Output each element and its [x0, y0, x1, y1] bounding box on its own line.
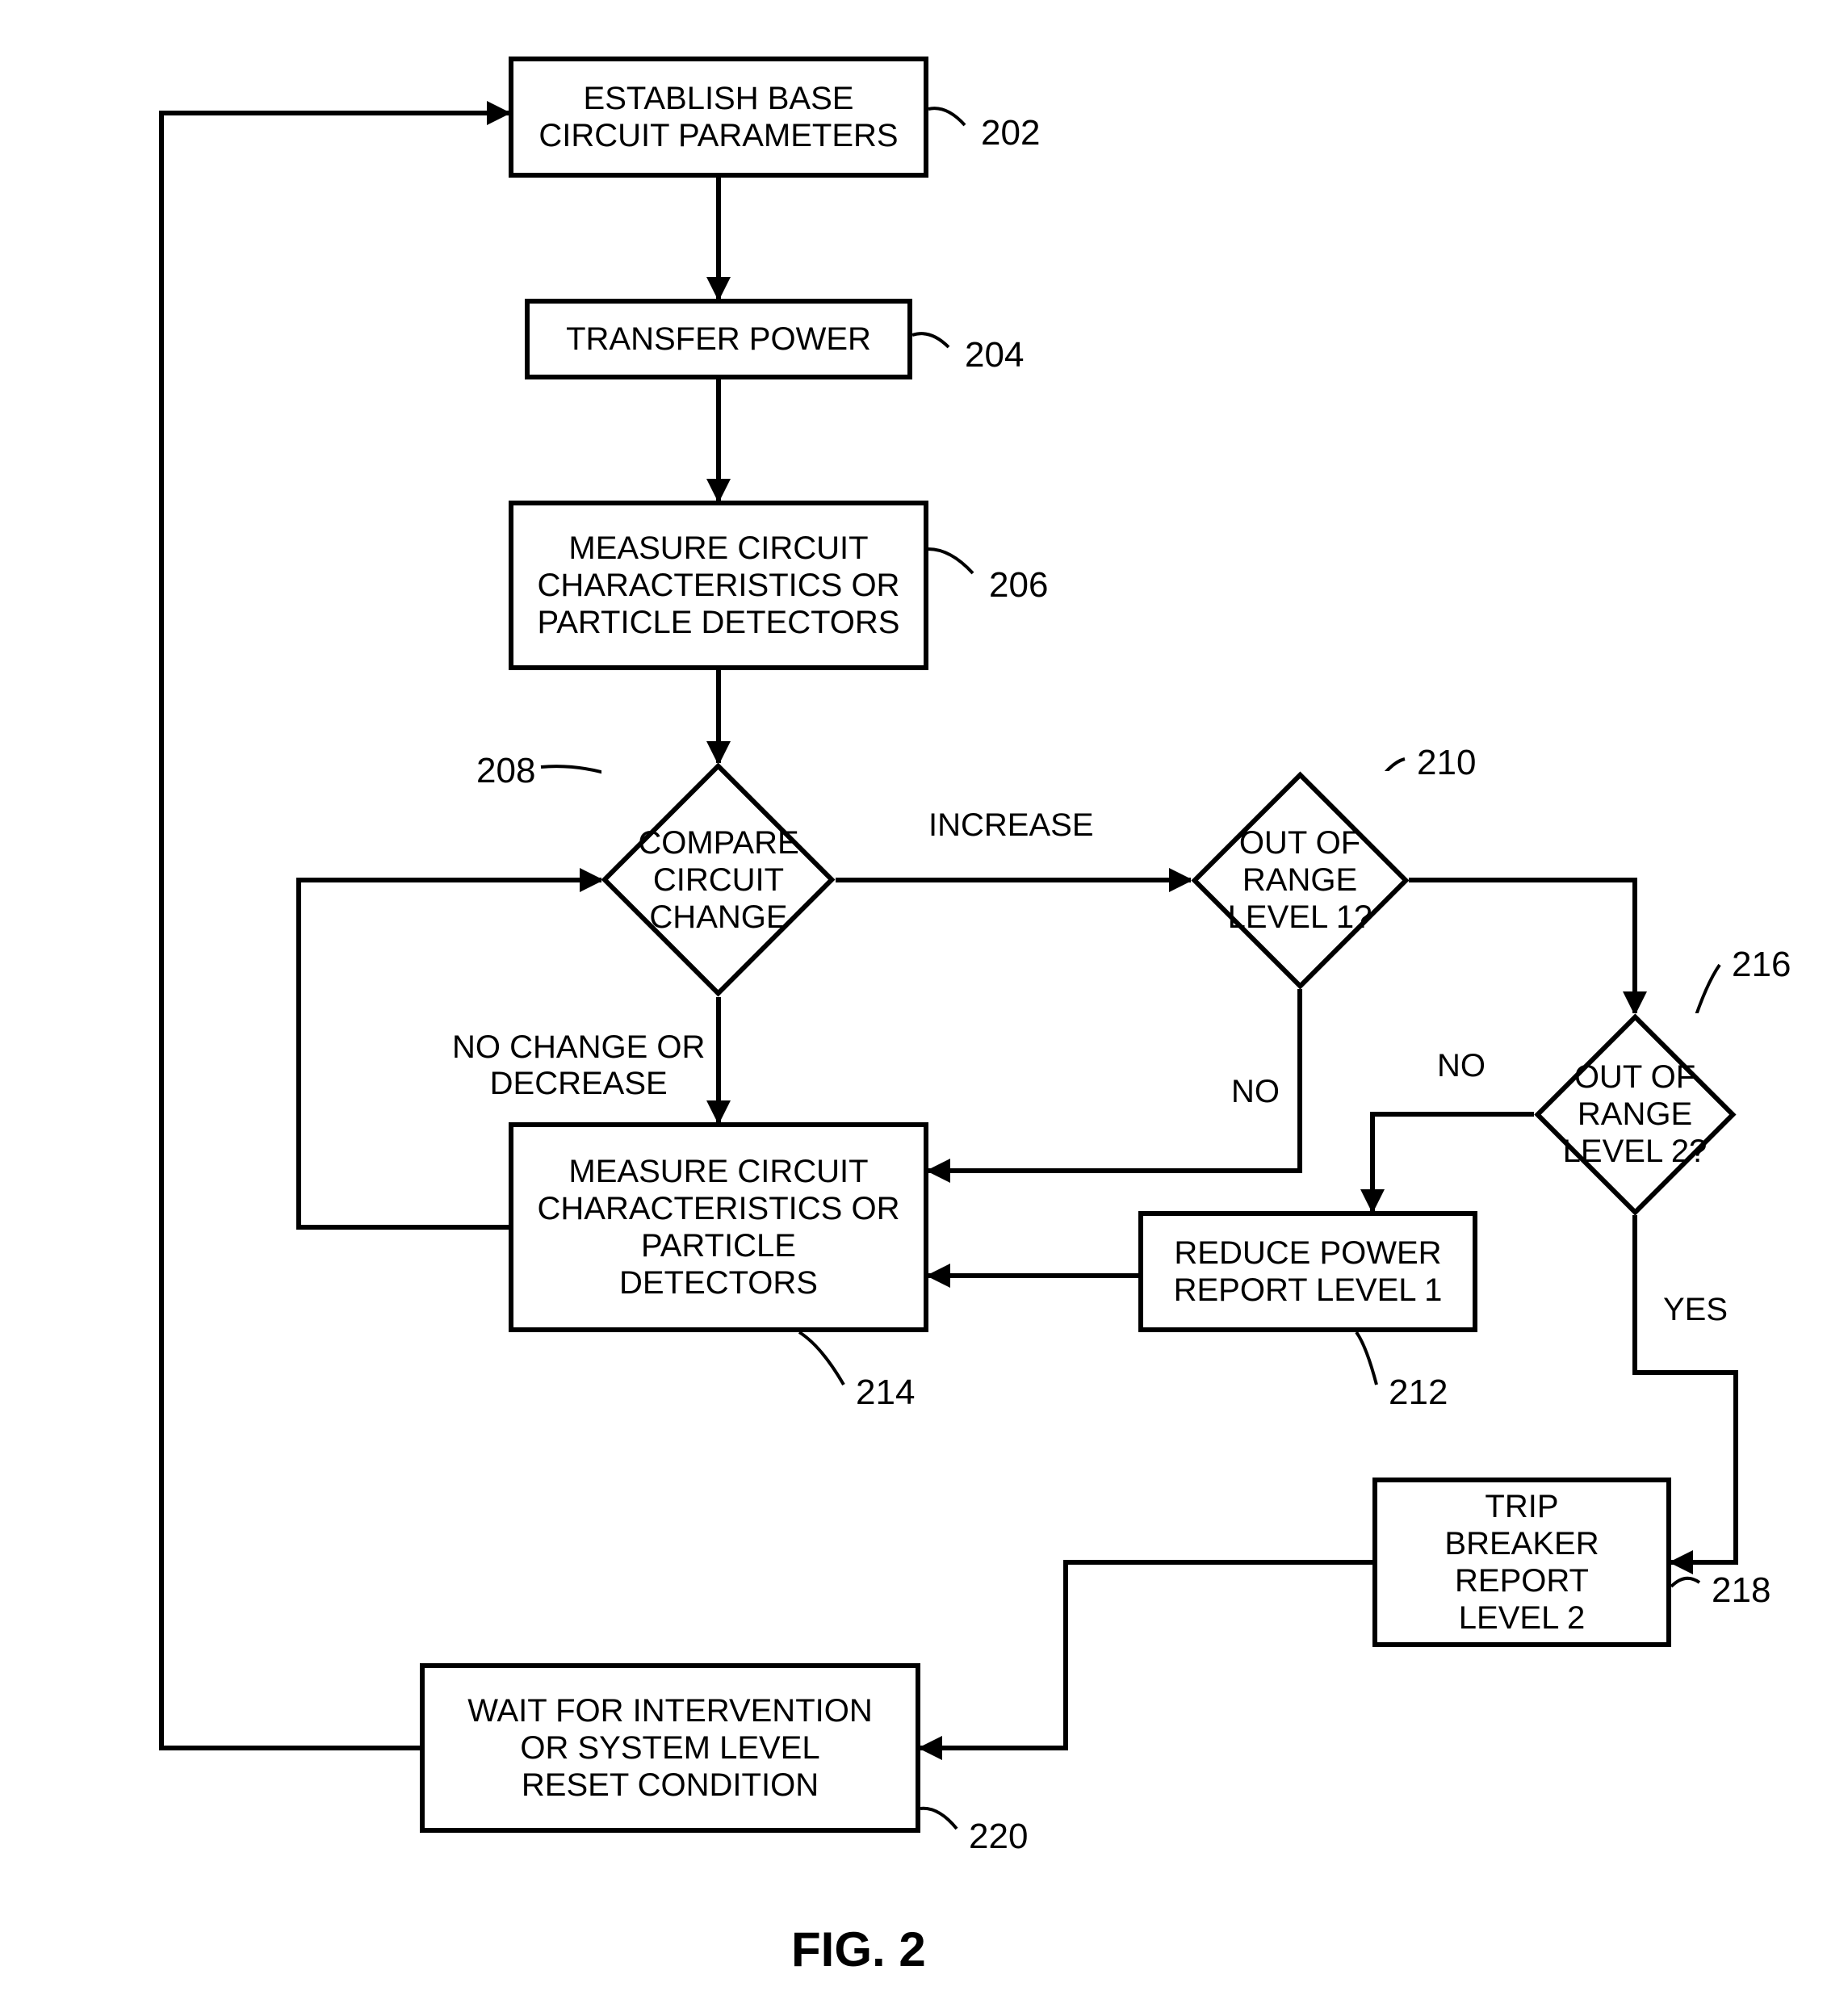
- ref-220: 220: [969, 1817, 1028, 1857]
- node-compare-change: COMPARE CIRCUITCHANGE: [601, 763, 836, 997]
- ref-202: 202: [981, 113, 1040, 153]
- figure-title: FIG. 2: [791, 1922, 926, 1977]
- node-text: OUT OF RANGELEVEL 1?: [1191, 824, 1409, 936]
- node-wait-intervention: WAIT FOR INTERVENTIONOR SYSTEM LEVELRESE…: [420, 1663, 920, 1833]
- node-text: REDUCE POWERREPORT LEVEL 1: [1174, 1234, 1443, 1309]
- ref-218: 218: [1712, 1570, 1770, 1611]
- node-text: OUT OFRANGELEVEL 2?: [1563, 1058, 1708, 1170]
- flowchart-canvas: ESTABLISH BASECIRCUIT PARAMETERS TRANSFE…: [0, 0, 1848, 2012]
- node-measure-2: MEASURE CIRCUITCHARACTERISTICS ORPARTICL…: [509, 1122, 928, 1332]
- node-out-of-range-2: OUT OFRANGELEVEL 2?: [1534, 1013, 1736, 1215]
- node-text: TRANSFER POWER: [566, 321, 871, 358]
- node-reduce-power: REDUCE POWERREPORT LEVEL 1: [1138, 1211, 1477, 1332]
- node-text: MEASURE CIRCUITCHARACTERISTICS ORPARTICL…: [538, 1153, 900, 1302]
- edge-label-no-216: NO: [1437, 1048, 1486, 1084]
- node-text: TRIPBREAKERREPORTLEVEL 2: [1444, 1488, 1599, 1637]
- edge-label-increase: INCREASE: [928, 807, 1094, 844]
- node-measure-1: MEASURE CIRCUITCHARACTERISTICS ORPARTICL…: [509, 501, 928, 670]
- node-text: ESTABLISH BASECIRCUIT PARAMETERS: [538, 80, 898, 154]
- edge-label-no-210: NO: [1231, 1074, 1280, 1110]
- edges-layer: [0, 0, 1848, 2012]
- node-out-of-range-1: OUT OF RANGELEVEL 1?: [1191, 771, 1409, 989]
- node-trip-breaker: TRIPBREAKERREPORTLEVEL 2: [1372, 1478, 1671, 1647]
- ref-216: 216: [1732, 945, 1791, 985]
- node-text: MEASURE CIRCUITCHARACTERISTICS ORPARTICL…: [538, 530, 900, 641]
- ref-208: 208: [476, 751, 535, 791]
- ref-210: 210: [1417, 743, 1476, 783]
- ref-204: 204: [965, 335, 1024, 375]
- node-establish-base: ESTABLISH BASECIRCUIT PARAMETERS: [509, 57, 928, 178]
- edge-label-nochange: NO CHANGE ORDECREASE: [452, 1029, 705, 1102]
- node-transfer-power: TRANSFER POWER: [525, 299, 912, 379]
- ref-214: 214: [856, 1373, 915, 1413]
- node-text: WAIT FOR INTERVENTIONOR SYSTEM LEVELRESE…: [467, 1692, 873, 1804]
- ref-212: 212: [1389, 1373, 1448, 1413]
- ref-206: 206: [989, 565, 1048, 606]
- edge-label-yes-216: YES: [1663, 1292, 1728, 1328]
- node-text: COMPARE CIRCUITCHANGE: [601, 824, 836, 936]
